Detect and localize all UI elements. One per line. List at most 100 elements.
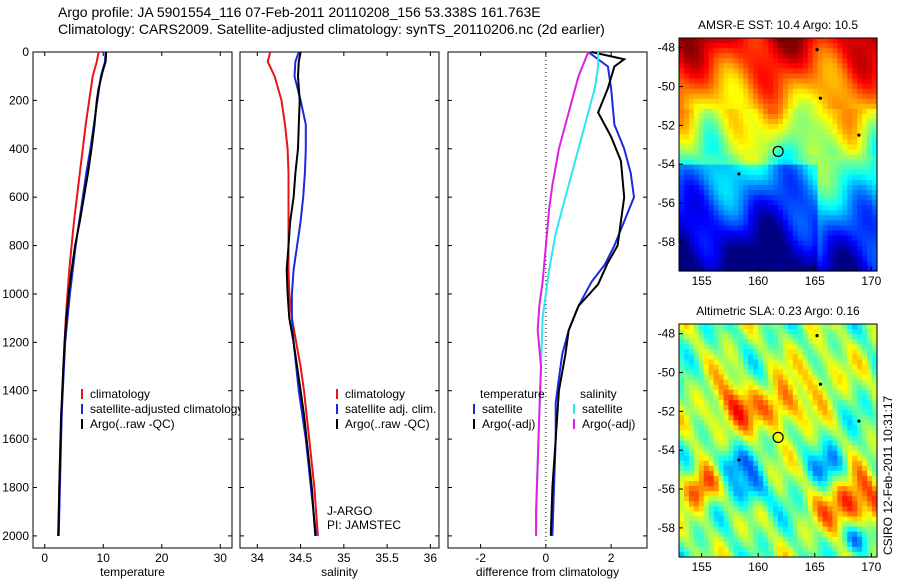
- map-cell: [872, 103, 878, 110]
- map-cell: [738, 481, 744, 487]
- map-cell: [728, 93, 735, 100]
- map-cell: [852, 531, 858, 538]
- map-cell: [872, 149, 878, 156]
- map-cell: [787, 435, 794, 442]
- map-cell: [872, 235, 878, 242]
- map-cell: [847, 195, 853, 201]
- map-cell: [763, 235, 769, 242]
- map-cell: [792, 210, 799, 216]
- map-cell: [679, 63, 685, 69]
- map-cell: [817, 450, 824, 457]
- map-cell: [728, 124, 735, 130]
- map-cell: [862, 73, 868, 80]
- map-cell: [679, 255, 685, 262]
- map-cell: [817, 68, 824, 75]
- map-cell: [852, 506, 858, 513]
- map-cell: [679, 179, 685, 186]
- map-cell: [852, 455, 858, 462]
- map-cell: [842, 78, 848, 85]
- map-cell: [822, 58, 829, 64]
- map-cell: [812, 83, 819, 90]
- map-cell: [703, 344, 710, 350]
- map-cell: [728, 240, 735, 247]
- map-cell: [857, 159, 863, 166]
- map-cell: [773, 113, 779, 120]
- map-cell: [718, 129, 725, 135]
- map-cell: [708, 250, 715, 257]
- map-cell: [817, 88, 824, 95]
- map-cell: [872, 93, 878, 100]
- map-cell: [807, 521, 814, 528]
- map-cell: [743, 265, 749, 272]
- map-cell: [683, 103, 690, 110]
- map-cell: [728, 364, 735, 371]
- map-cell: [738, 420, 744, 426]
- map-cell: [743, 496, 749, 502]
- map-cell: [792, 48, 799, 54]
- map-cell: [713, 465, 720, 472]
- map-cell: [679, 399, 685, 406]
- map-cell: [802, 210, 809, 216]
- map-cell: [797, 215, 804, 221]
- map-cell: [748, 139, 754, 145]
- map-cell: [723, 73, 730, 80]
- map-cell: [787, 124, 794, 130]
- map-cell: [782, 83, 789, 90]
- map-cell: [758, 374, 764, 381]
- map-cell: [867, 374, 873, 381]
- map-cell: [797, 339, 804, 345]
- plot-frame: [32, 51, 233, 549]
- map-cell: [847, 394, 853, 401]
- map-cell: [822, 339, 829, 345]
- map-cell: [822, 420, 829, 426]
- map-cell: [693, 220, 700, 227]
- map-cell: [723, 420, 730, 426]
- map-cell: [753, 329, 759, 335]
- map-cell: [688, 164, 695, 171]
- legend-entry: climatology: [345, 387, 405, 401]
- map-cell: [748, 250, 754, 257]
- map-cell: [802, 108, 809, 115]
- map-cell: [768, 440, 774, 447]
- map-cell: [837, 420, 843, 426]
- map-cell: [797, 48, 804, 54]
- map-cell: [773, 164, 779, 171]
- map-cell: [713, 83, 720, 90]
- map-cell: [827, 230, 834, 237]
- map-cell: [827, 511, 834, 518]
- map-cell: [852, 260, 858, 267]
- map-cell: [763, 470, 769, 477]
- y-tick-label: 800: [9, 239, 29, 253]
- map-cell: [807, 475, 814, 482]
- map-cell: [713, 410, 720, 416]
- map-cell: [827, 491, 834, 497]
- map-cell: [778, 235, 784, 242]
- map-cell: [718, 68, 725, 75]
- map-cell: [787, 455, 794, 462]
- map-cell: [802, 384, 809, 391]
- map-cell: [807, 113, 814, 120]
- map-cell: [872, 255, 878, 262]
- map-cell: [713, 430, 720, 437]
- map-cell: [837, 73, 843, 80]
- map-cell: [683, 230, 690, 237]
- map-cell: [862, 139, 868, 145]
- map-cell: [763, 405, 769, 411]
- map-cell: [812, 496, 819, 502]
- map-cell: [817, 119, 824, 125]
- map-cell: [782, 491, 789, 497]
- map-cell: [753, 58, 759, 64]
- map-cell: [743, 364, 749, 371]
- map-cell: [867, 339, 873, 345]
- map-cell: [693, 124, 700, 130]
- map-cell: [753, 531, 759, 538]
- map-cell: [872, 68, 878, 75]
- map-cell: [723, 195, 730, 201]
- map-cell: [713, 399, 720, 406]
- map-cell: [703, 339, 710, 345]
- map-cell: [778, 536, 784, 543]
- map-cell: [703, 389, 710, 396]
- map-cell: [797, 159, 804, 166]
- map-cell: [857, 481, 863, 487]
- map-cell: [698, 460, 705, 467]
